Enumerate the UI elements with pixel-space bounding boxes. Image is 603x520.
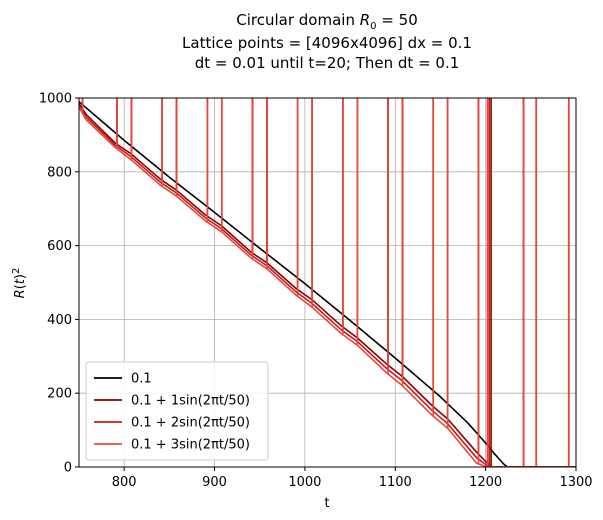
axis-ticks: 800 900 1000 1100 1200 1300 0 200 400 600 800 1000 (39, 92, 593, 491)
y-tick-label: 0 (64, 461, 72, 476)
y-tick-label: 400 (47, 313, 72, 328)
y-tick-label: 1000 (39, 92, 72, 107)
title-line-1: Circular domain R0 = 50 (236, 11, 418, 32)
series-line-2 (79, 104, 576, 467)
title-line-2: Lattice points = [4096x4096] dx = 0.1 (182, 34, 472, 52)
axes-frame (78, 97, 577, 468)
x-tick-label: 1300 (559, 475, 592, 490)
legend-box (85, 361, 269, 461)
y-axis-label: R(t)2 (11, 268, 28, 299)
x-tick-label: 1000 (288, 475, 321, 490)
y-tick-label: 200 (47, 387, 72, 402)
x-tick-label: 900 (202, 475, 227, 490)
series-line-1 (79, 103, 576, 467)
x-tick-label: 800 (112, 475, 137, 490)
legend-label-3: 0.1 + 3sin(2πt/50) (131, 438, 250, 453)
y-tick-label: 600 (47, 239, 72, 254)
legend-label-1: 0.1 + 1sin(2πt/50) (131, 394, 250, 409)
x-tick-label: 1200 (469, 475, 502, 490)
y-tick-label: 800 (47, 165, 72, 180)
legend-label-0: 0.1 (131, 372, 152, 387)
legend: 0.1 0.1 + 1sin(2πt/50) 0.1 + 2sin(2πt/50) 0… (85, 361, 269, 461)
x-tick-label: 1100 (379, 475, 412, 490)
title-line-3: dt = 0.01 until t=20; Then dt = 0.1 (195, 54, 460, 72)
chart-title: Circular domain R0 = 50 Lattice points =… (182, 11, 472, 72)
legend-label-2: 0.1 + 2sin(2πt/50) (131, 416, 250, 431)
series-line-0 (79, 101, 576, 467)
x-axis-label: t (324, 496, 329, 511)
series-line-3 (79, 106, 576, 467)
plot-area (79, 98, 576, 467)
